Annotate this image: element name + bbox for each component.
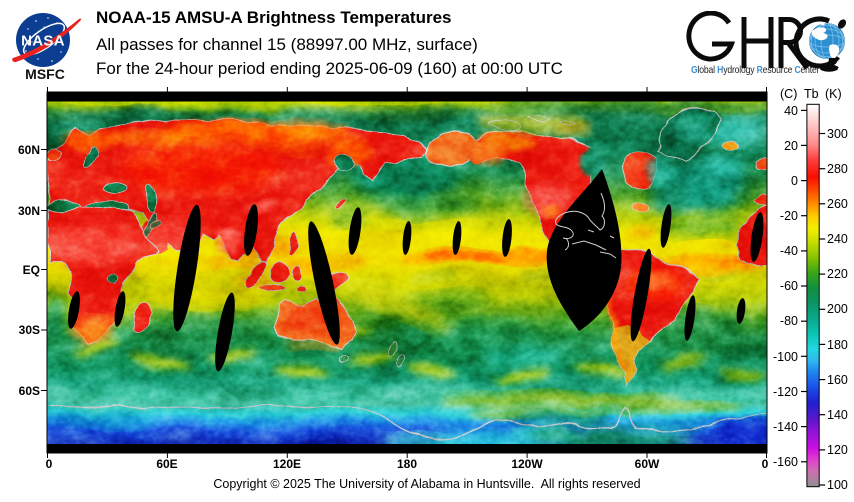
svg-text:120: 120 bbox=[827, 443, 848, 457]
svg-text:Tb: Tb bbox=[804, 87, 819, 101]
svg-text:-120: -120 bbox=[773, 385, 798, 399]
svg-text:260: 260 bbox=[827, 197, 848, 211]
svg-text:60W: 60W bbox=[635, 457, 660, 471]
svg-text:30S: 30S bbox=[19, 323, 40, 337]
svg-text:200: 200 bbox=[827, 302, 848, 316]
svg-text:-20: -20 bbox=[780, 209, 798, 223]
svg-text:240: 240 bbox=[827, 232, 848, 246]
svg-text:(C): (C) bbox=[780, 87, 797, 101]
svg-text:120W: 120W bbox=[511, 457, 543, 471]
svg-text:0: 0 bbox=[762, 457, 769, 471]
svg-text:-60: -60 bbox=[780, 279, 798, 293]
svg-text:-40: -40 bbox=[780, 244, 798, 258]
svg-text:140: 140 bbox=[827, 408, 848, 422]
svg-text:180: 180 bbox=[397, 457, 417, 471]
svg-text:300: 300 bbox=[827, 127, 848, 141]
svg-text:60N: 60N bbox=[18, 143, 40, 157]
svg-text:220: 220 bbox=[827, 267, 848, 281]
svg-text:160: 160 bbox=[827, 373, 848, 387]
svg-text:280: 280 bbox=[827, 162, 848, 176]
svg-text:-100: -100 bbox=[773, 350, 798, 364]
svg-text:60E: 60E bbox=[156, 457, 177, 471]
svg-text:0: 0 bbox=[791, 174, 798, 188]
svg-text:40: 40 bbox=[784, 104, 798, 118]
svg-text:30N: 30N bbox=[18, 204, 40, 218]
svg-text:0: 0 bbox=[46, 457, 53, 471]
svg-text:-160: -160 bbox=[773, 455, 798, 469]
svg-text:NASA: NASA bbox=[21, 33, 65, 50]
svg-text:-140: -140 bbox=[773, 420, 798, 434]
svg-text:-80: -80 bbox=[780, 314, 798, 328]
svg-text:100: 100 bbox=[827, 478, 848, 492]
svg-text:60S: 60S bbox=[19, 384, 40, 398]
svg-text:EQ: EQ bbox=[23, 263, 40, 277]
svg-text:120E: 120E bbox=[273, 457, 301, 471]
svg-text:180: 180 bbox=[827, 338, 848, 352]
svg-text:20: 20 bbox=[784, 139, 798, 153]
svg-text:(K): (K) bbox=[825, 87, 842, 101]
